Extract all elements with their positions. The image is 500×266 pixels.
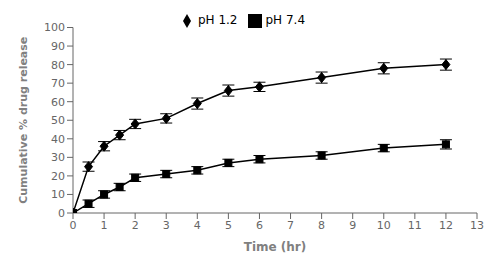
svg-text:20: 20 bbox=[51, 170, 65, 183]
svg-text:Cumulative % drug release: Cumulative % drug release bbox=[17, 37, 30, 204]
svg-text:13: 13 bbox=[470, 219, 484, 232]
svg-text:11: 11 bbox=[408, 219, 422, 232]
svg-text:3: 3 bbox=[163, 219, 170, 232]
svg-text:8: 8 bbox=[318, 219, 325, 232]
svg-text:2: 2 bbox=[132, 219, 139, 232]
svg-text:0: 0 bbox=[58, 207, 65, 220]
svg-text:50: 50 bbox=[51, 114, 65, 127]
svg-text:Time (hr): Time (hr) bbox=[244, 240, 307, 254]
svg-text:60: 60 bbox=[51, 96, 65, 109]
html-text:pH 1.2: pH 1.2 bbox=[198, 13, 238, 27]
svg-text:1: 1 bbox=[101, 219, 108, 232]
svg-text:70: 70 bbox=[51, 77, 65, 90]
svg-text:100: 100 bbox=[44, 21, 65, 34]
svg-text:7: 7 bbox=[287, 219, 294, 232]
svg-text:40: 40 bbox=[51, 133, 65, 146]
svg-text:10: 10 bbox=[51, 188, 65, 201]
svg-text:4: 4 bbox=[194, 219, 201, 232]
svg-text:10: 10 bbox=[377, 219, 391, 232]
svg-text:9: 9 bbox=[349, 219, 356, 232]
svg-text:30: 30 bbox=[51, 151, 65, 164]
svg-text:0: 0 bbox=[70, 219, 77, 232]
html-text:pH 7.4: pH 7.4 bbox=[265, 13, 305, 27]
svg-text:12: 12 bbox=[439, 219, 453, 232]
svg-text:5: 5 bbox=[225, 219, 232, 232]
svg-text:90: 90 bbox=[51, 40, 65, 53]
svg-text:80: 80 bbox=[51, 59, 65, 72]
svg-text:6: 6 bbox=[256, 219, 263, 232]
